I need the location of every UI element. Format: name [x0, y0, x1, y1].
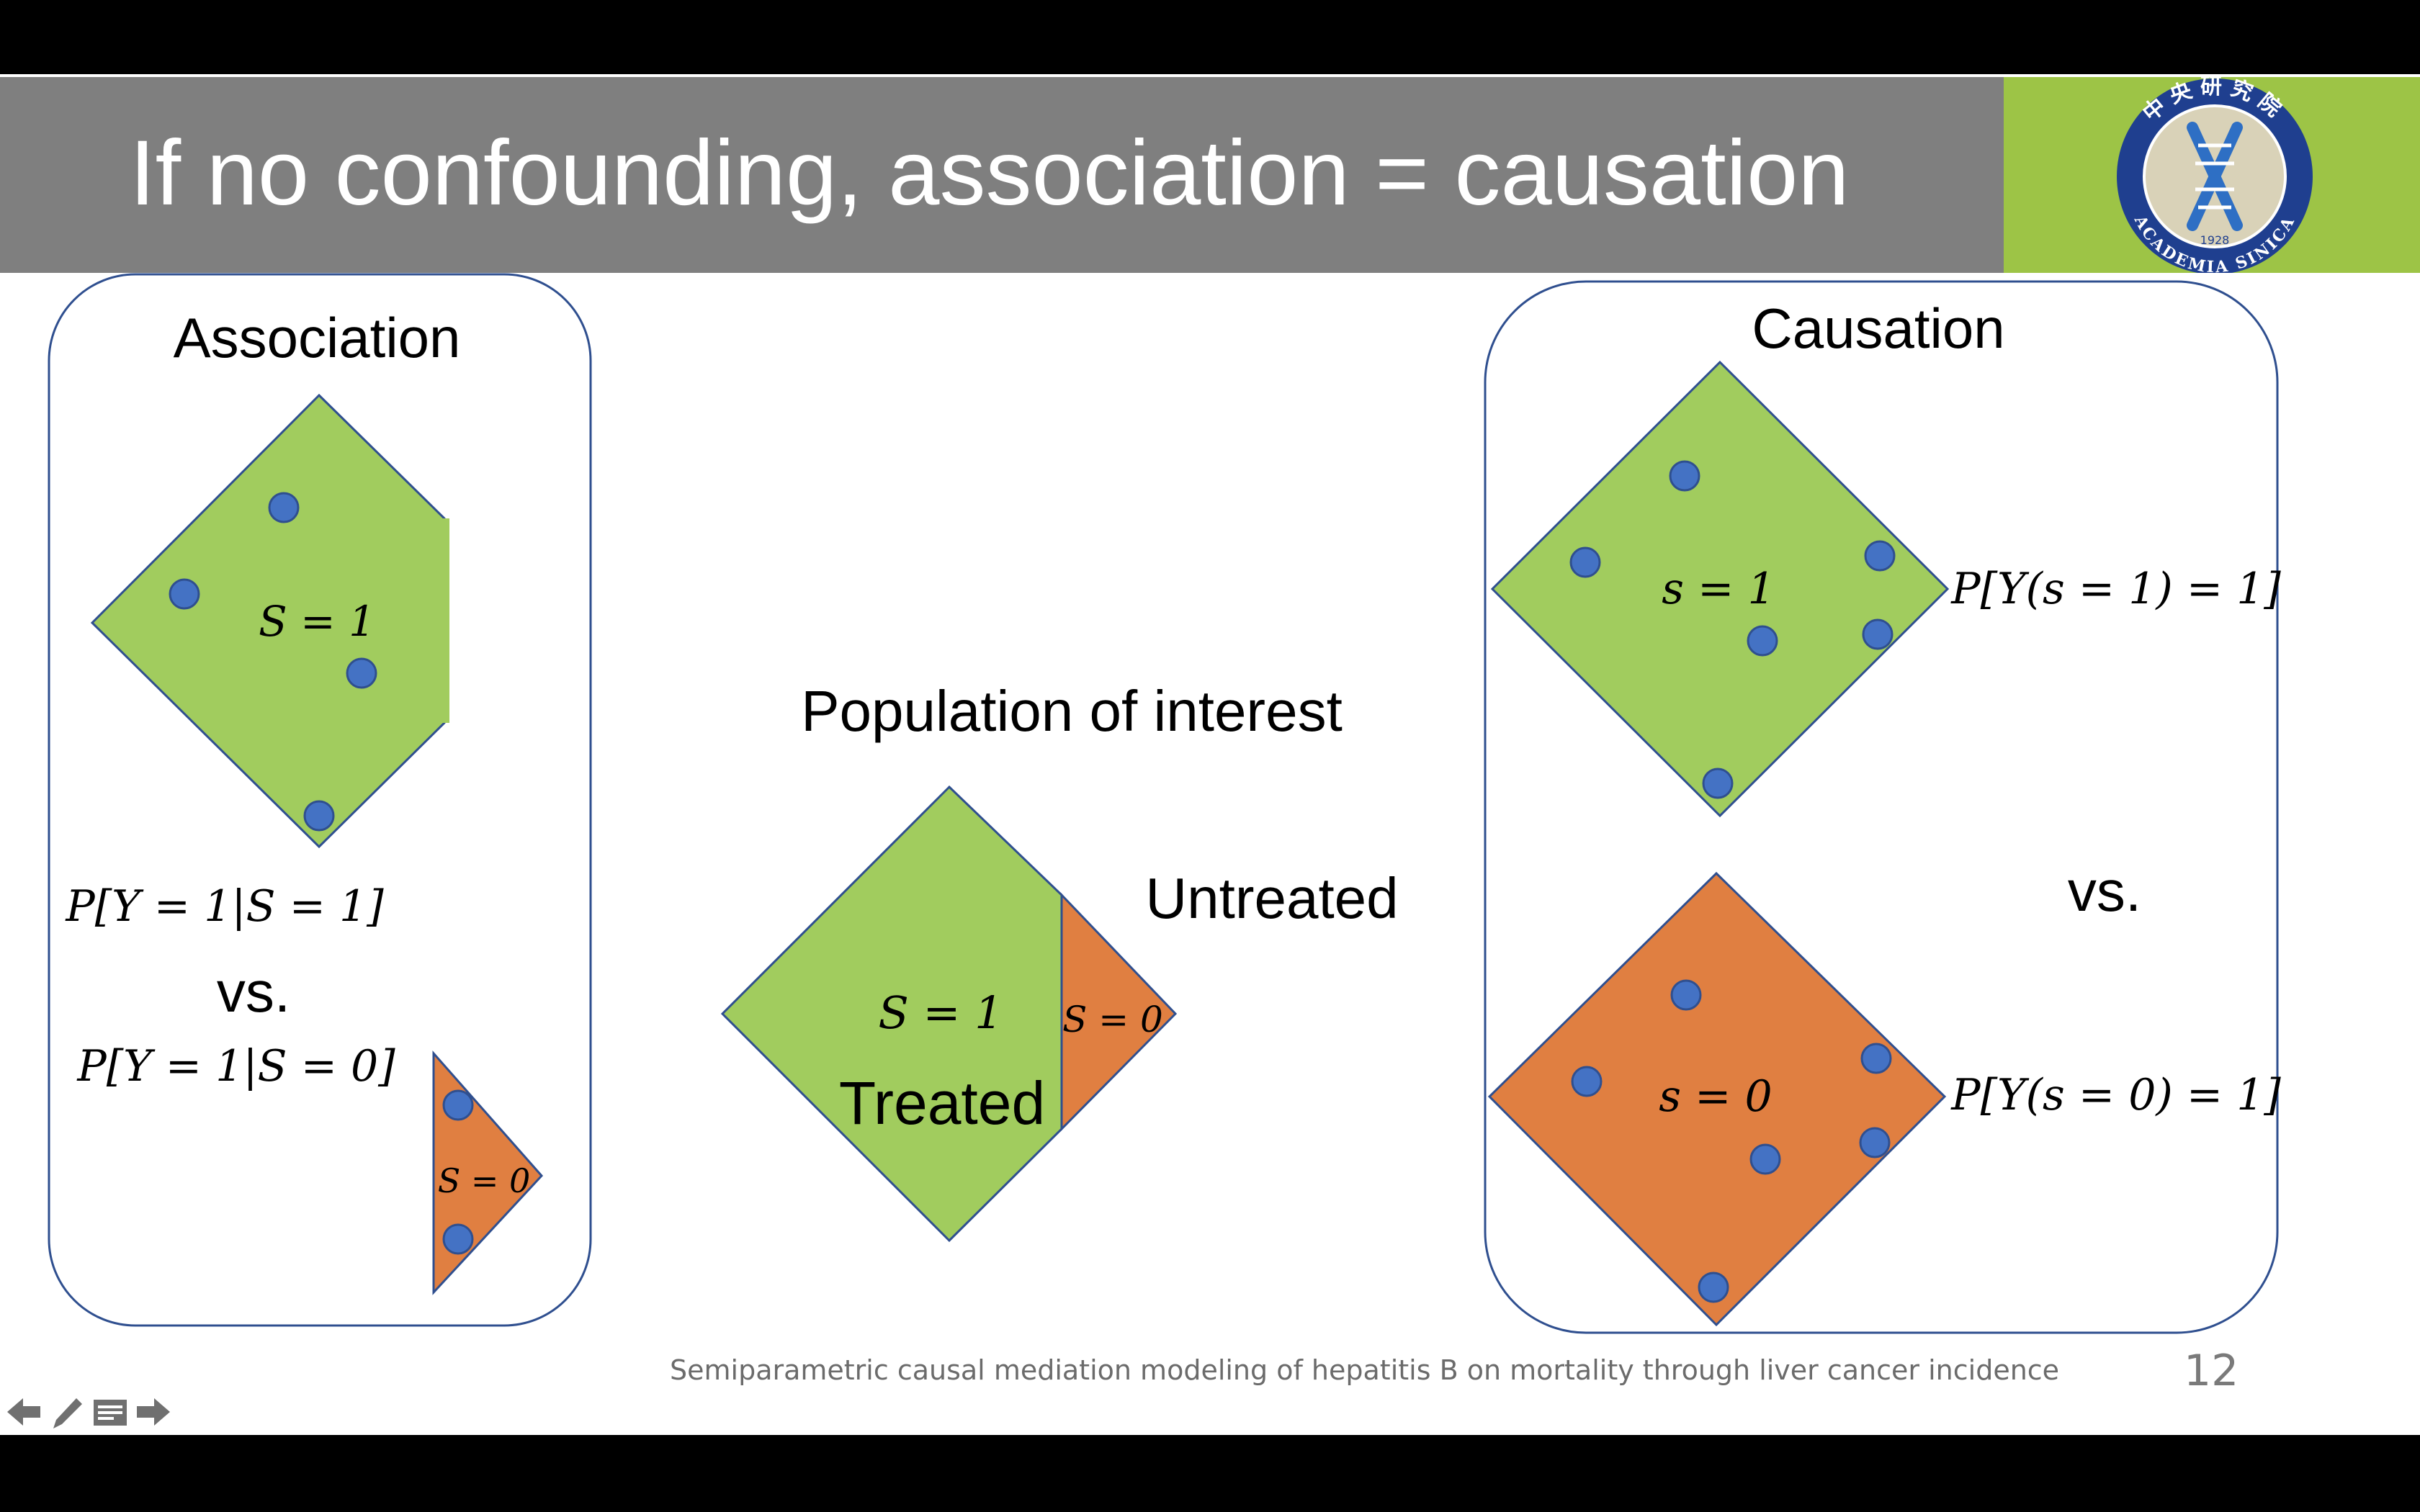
unit-dot	[442, 1089, 474, 1121]
back-arrow-icon[interactable]	[4, 1392, 43, 1431]
logo-year: 1928	[2200, 233, 2230, 247]
unit-dot	[1698, 1272, 1729, 1303]
unit-dot	[1864, 540, 1896, 572]
diagram: Association S = 1 P[Y = 1|S = 1] vs. P[Y…	[48, 273, 2281, 1334]
treated-label: Treated	[839, 1069, 1045, 1137]
unit-dot	[1702, 768, 1734, 799]
causation-s0-label: s = 0	[1659, 1071, 1772, 1122]
unit-dot	[1859, 1127, 1891, 1158]
association-vs: vs.	[217, 960, 290, 1024]
causation-heading: Causation	[1752, 297, 2004, 360]
unit-dot	[303, 800, 335, 832]
unit-dot	[346, 657, 377, 689]
unit-dot	[268, 492, 300, 523]
causation-s0-region	[1487, 871, 1947, 1327]
association-panel	[48, 273, 592, 1327]
population-s0-label: S = 0	[1062, 999, 1163, 1040]
logo-area: 中央研究院 ACADEMIA SINICA 1928	[2004, 74, 2420, 276]
slide: If no confounding, association = causati…	[0, 74, 2420, 1435]
academia-sinica-logo: 中央研究院 ACADEMIA SINICA 1928	[2117, 74, 2313, 276]
unit-dot	[1569, 546, 1601, 578]
population-treated-region	[720, 785, 1063, 1243]
causation-s1-region	[1490, 360, 1950, 818]
unit-dot	[169, 578, 200, 610]
causation-vs: vs.	[2068, 859, 2141, 923]
unit-dot	[1669, 460, 1700, 492]
causation-s1-label: s = 1	[1662, 564, 1775, 614]
causation-prob-s1: P[Y(s = 1) = 1]	[1950, 564, 2281, 614]
unit-dot	[1860, 1043, 1892, 1074]
unit-dot	[442, 1223, 474, 1255]
causation-panel	[1484, 280, 2279, 1334]
association-s0-label: S = 0	[438, 1161, 531, 1200]
association-prob-s1: P[Y = 1|S = 1]	[65, 881, 384, 932]
unit-dot	[1571, 1066, 1603, 1097]
slide-footer: Semiparametric causal mediation modeling…	[670, 1354, 2060, 1386]
unit-dot	[1747, 625, 1778, 657]
population-untreated-region	[1060, 892, 1178, 1132]
pen-icon[interactable]	[48, 1392, 86, 1431]
unit-dot	[1862, 618, 1894, 650]
unit-dot	[1670, 979, 1702, 1011]
presentation-nav	[4, 1390, 173, 1434]
untreated-label: Untreated	[1145, 866, 1398, 930]
forward-arrow-icon[interactable]	[134, 1392, 173, 1431]
causation-prob-s0: P[Y(s = 0) = 1]	[1950, 1070, 2281, 1120]
population-s1-label: S = 1	[878, 986, 1003, 1039]
unit-dot	[1749, 1143, 1781, 1175]
association-s1-region	[90, 393, 446, 849]
title-bar: If no confounding, association = causati…	[0, 77, 2004, 273]
page-number: 12	[2184, 1346, 2239, 1396]
population-heading: Population of interest	[801, 679, 1343, 743]
association-prob-s0: P[Y = 1|S = 0]	[76, 1041, 395, 1092]
association-heading: Association	[174, 306, 461, 369]
slide-title: If no confounding, association = causati…	[130, 122, 1850, 225]
association-s1-label: S = 1	[259, 597, 375, 646]
notes-icon[interactable]	[91, 1392, 130, 1431]
